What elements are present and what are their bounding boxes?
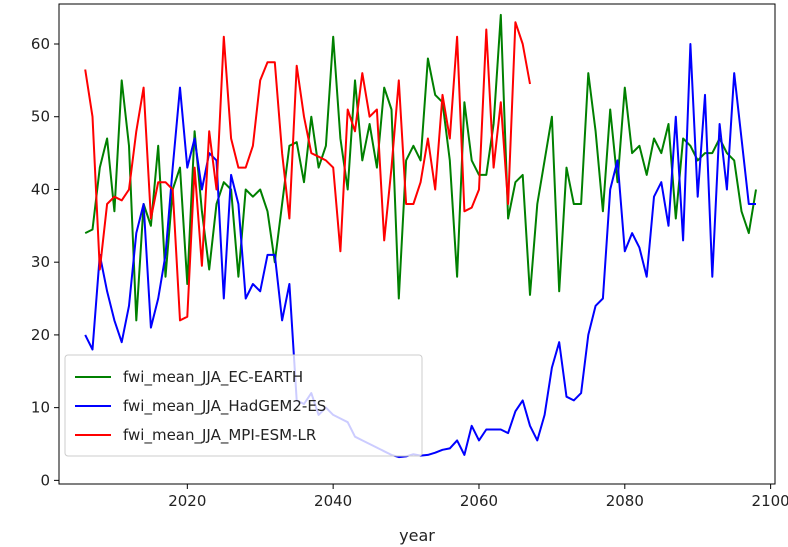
legend-box [64, 354, 423, 457]
y-tick-label: 60 [31, 35, 50, 53]
x-tick-label: 2060 [460, 492, 498, 510]
x-tick-label: 2020 [168, 492, 206, 510]
y-tick-label: 30 [31, 253, 50, 271]
series-line-2 [84, 21, 531, 322]
x-tick-label: 2100 [752, 492, 788, 510]
x-axis-label: year [399, 526, 435, 545]
y-tick-label: 50 [31, 108, 50, 126]
x-tick-label: 2080 [606, 492, 644, 510]
y-axis: 0 10 20 30 40 50 60 [31, 35, 59, 489]
y-tick-label: 40 [31, 180, 50, 198]
x-tick-label: 2040 [314, 492, 352, 510]
x-axis: 2020 2040 2060 2080 2100 [168, 484, 788, 510]
legend: fwi_mean_JJA_EC-EARTH fwi_mean_JJA_HadGEM… [64, 354, 423, 457]
legend-entry-2: fwi_mean_JJA_MPI-ESM-LR [123, 426, 316, 445]
plot-frame [58, 3, 776, 485]
legend-entry-0: fwi_mean_JJA_EC-EARTH [123, 368, 303, 387]
y-tick-label: 20 [31, 326, 50, 344]
y-tick-label: 0 [40, 471, 50, 489]
y-tick-label: 10 [31, 399, 50, 417]
legend-entry-1: fwi_mean_JJA_HadGEM2-ES [123, 397, 326, 416]
